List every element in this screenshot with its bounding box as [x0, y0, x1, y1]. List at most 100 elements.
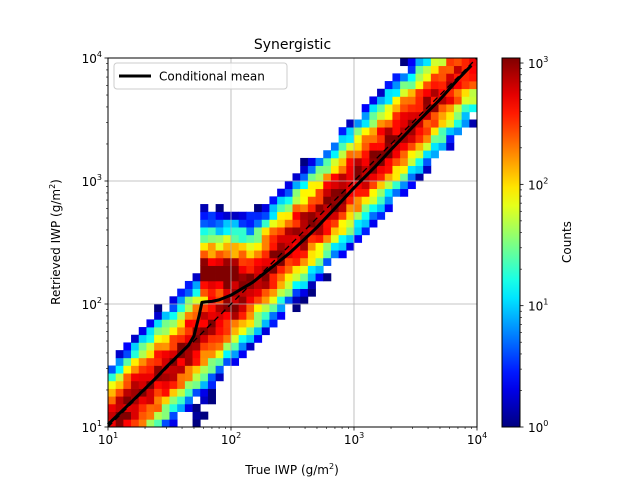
heatmap-cell [131, 350, 140, 359]
heatmap-cell [254, 204, 263, 213]
heatmap-cell [423, 111, 432, 120]
legend-box [113, 62, 288, 90]
heatmap-cell [269, 288, 278, 297]
heatmap-cell [123, 350, 132, 359]
heatmap-cell [430, 65, 439, 74]
heatmap-cell [108, 388, 117, 397]
heatmap-cell [169, 334, 178, 343]
heatmap-cell [330, 150, 339, 159]
heatmap-cell [346, 173, 355, 182]
heatmap-cell [108, 373, 117, 382]
heatmap-cell [338, 165, 347, 174]
heatmap-cell [207, 388, 216, 397]
heatmap-cell [438, 104, 447, 113]
heatmap-cell [123, 396, 132, 405]
heatmap-cell [223, 273, 232, 282]
heatmap-cell [246, 211, 255, 220]
heatmap-cell [269, 196, 278, 205]
heatmap-cell [400, 73, 409, 82]
heatmap-cell [108, 411, 117, 420]
heatmap-cell [184, 334, 193, 343]
heatmap-cell [423, 65, 432, 74]
heatmap-cell [246, 334, 255, 343]
heatmap-cell [338, 134, 347, 143]
heatmap-cell [223, 242, 232, 251]
heatmap-cell [315, 181, 324, 190]
heatmap-cell [438, 65, 447, 74]
heatmap-cell [323, 196, 332, 205]
heatmap-cell [430, 58, 439, 67]
heatmap-cell [384, 111, 393, 120]
heatmap-cell [231, 342, 240, 351]
heatmap-cell [361, 181, 370, 190]
heatmap-cell [369, 134, 378, 143]
heatmap-cell [207, 288, 216, 297]
heatmap-cell [354, 142, 363, 151]
heatmap-cell [192, 350, 201, 359]
x-tick-base: 10 [221, 433, 236, 447]
heatmap-cell [231, 257, 240, 266]
heatmap-cell [238, 304, 247, 313]
heatmap-cell [184, 327, 193, 336]
heatmap-cell [223, 211, 232, 220]
heatmap-cell [161, 373, 170, 382]
heatmap-cell [207, 304, 216, 313]
x-tick-exp: 1 [113, 431, 118, 440]
heatmap-cell [215, 257, 224, 266]
heatmap-cell [231, 227, 240, 236]
heatmap-cell [392, 181, 401, 190]
heatmap-cell [207, 373, 216, 382]
heatmap-cell [292, 304, 301, 313]
heatmap-cell [200, 350, 209, 359]
heatmap-cell [207, 342, 216, 351]
heatmap-cell [369, 211, 378, 220]
heatmap-cell [307, 211, 316, 220]
heatmap-cell [238, 257, 247, 266]
colorbar-tick-exp: 2 [543, 176, 548, 185]
heatmap-cell [269, 250, 278, 259]
heatmap-cell [161, 327, 170, 336]
heatmap-cell [346, 134, 355, 143]
heatmap-cell [146, 419, 155, 428]
heatmap-cell [392, 111, 401, 120]
colorbar-tick-exp: 3 [543, 55, 548, 64]
heatmap-cell [254, 296, 263, 305]
heatmap-cell [469, 81, 478, 90]
heatmap-cell [453, 127, 462, 136]
heatmap-cell [277, 265, 286, 274]
heatmap-cell [377, 88, 386, 97]
heatmap-cell [423, 134, 432, 143]
heatmap-cell [123, 403, 132, 412]
heatmap-cell [231, 319, 240, 328]
heatmap-cell [415, 88, 424, 97]
heatmap-cell [238, 273, 247, 282]
heatmap-cell [138, 365, 147, 374]
heatmap-cell [300, 204, 309, 213]
heatmap-cell [215, 242, 224, 251]
heatmap-cell [300, 280, 309, 289]
heatmap-cell [177, 365, 186, 374]
heatmap-cell [146, 411, 155, 420]
heatmap-cell [146, 334, 155, 343]
heatmap-cell [169, 342, 178, 351]
colorbar-tick-base: 10 [528, 178, 543, 192]
heatmap-cell [307, 157, 316, 166]
heatmap-cell [315, 173, 324, 182]
heatmap-cell [415, 134, 424, 143]
heatmap-cell [200, 242, 209, 251]
heatmap-cell [192, 273, 201, 282]
heatmap-cell [184, 311, 193, 320]
heatmap-cell [223, 357, 232, 366]
heatmap-cell [446, 119, 455, 128]
heatmap-cell [438, 119, 447, 128]
heatmap-cell [161, 403, 170, 412]
heatmap-cell [407, 81, 416, 90]
heatmap-cell [307, 234, 316, 243]
heatmap-cell [400, 88, 409, 97]
heatmap-cell [292, 196, 301, 205]
heatmap-cell [192, 365, 201, 374]
heatmap-cell [384, 81, 393, 90]
heatmap-cell [238, 227, 247, 236]
colorbar-tick-label: 103 [528, 55, 548, 71]
